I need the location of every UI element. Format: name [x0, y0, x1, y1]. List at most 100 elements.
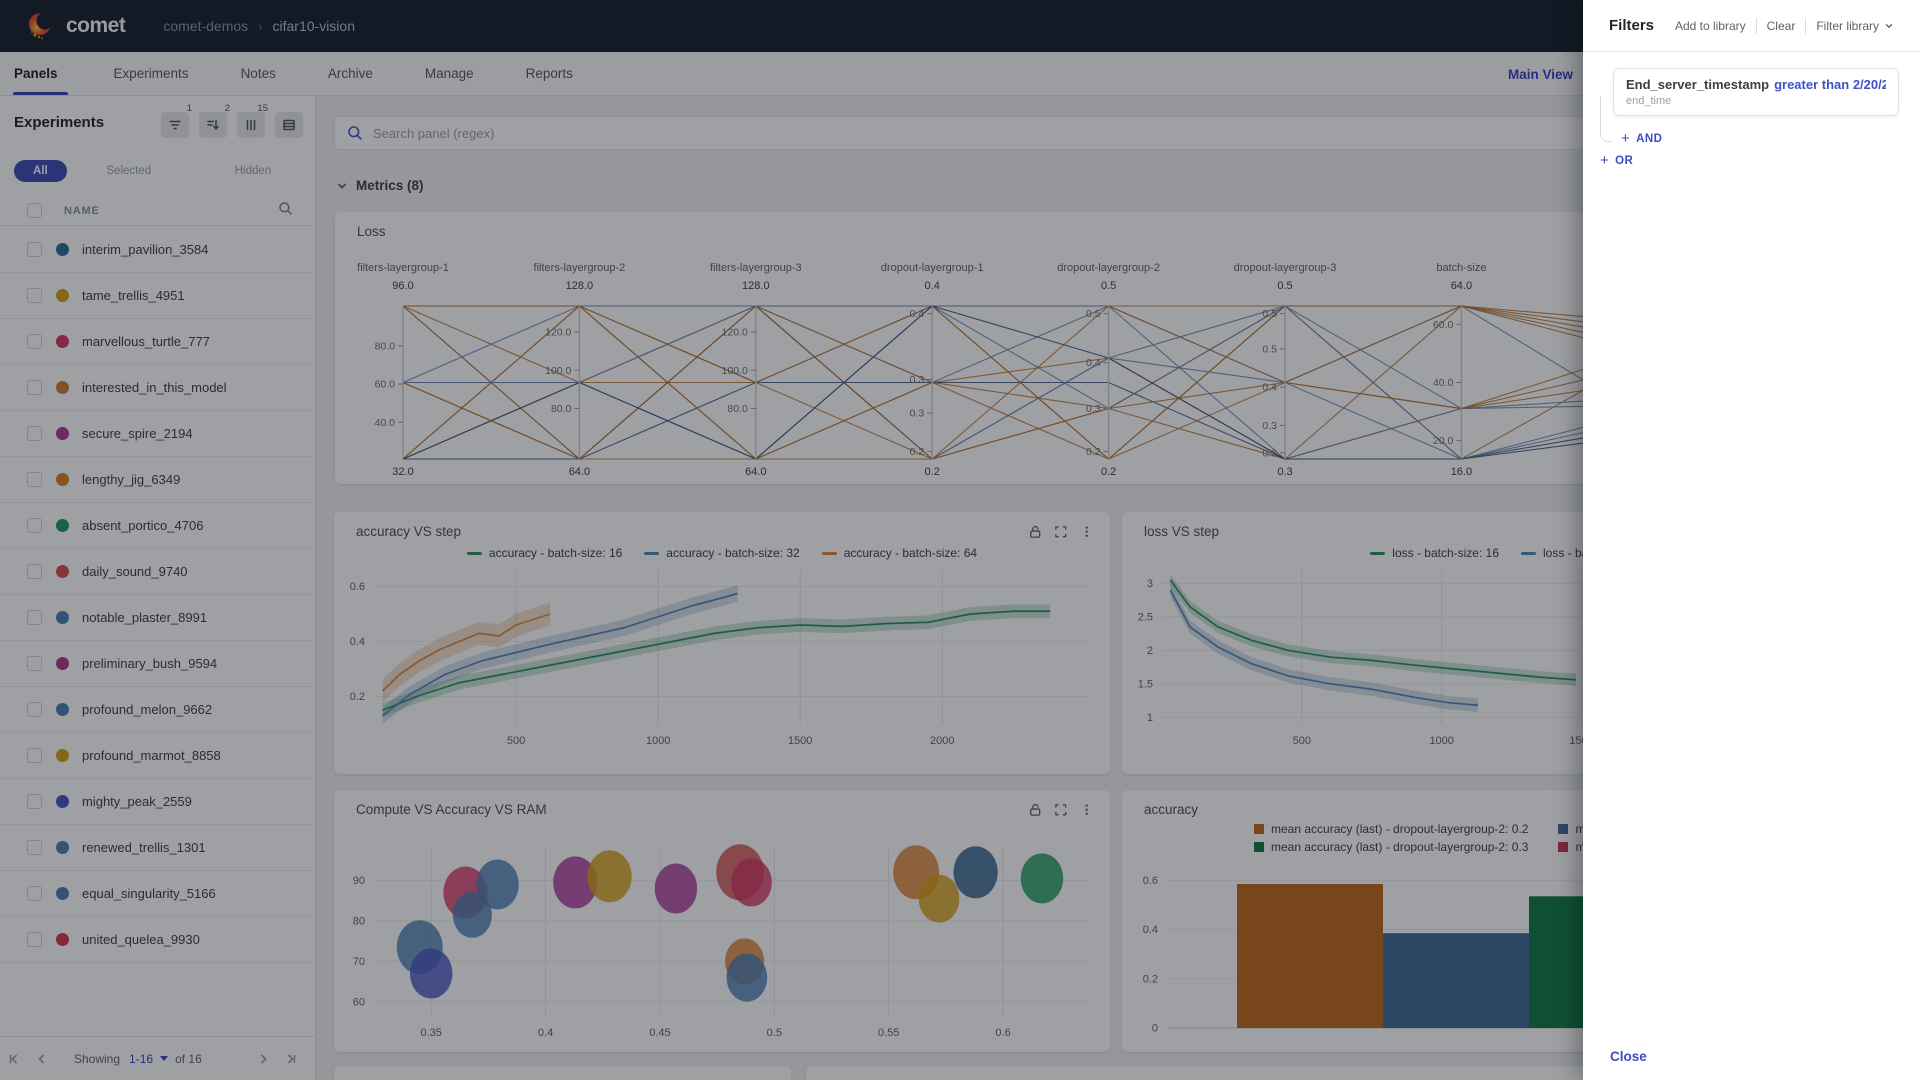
legend-item[interactable]: accuracy - batch-size: 64 [821, 546, 978, 560]
experiment-row[interactable]: equal_singularity_5166 [0, 871, 315, 917]
experiment-row[interactable]: mighty_peak_2559 [0, 779, 315, 825]
tab-notes[interactable]: Notes [240, 66, 276, 81]
kebab-menu-icon[interactable] [1080, 803, 1094, 817]
svg-text:0.2: 0.2 [350, 691, 365, 703]
filters-title: Filters [1609, 17, 1655, 34]
svg-text:0.2: 0.2 [1143, 973, 1158, 985]
svg-text:0.3: 0.3 [1277, 466, 1292, 478]
experiment-checkbox[interactable] [27, 748, 42, 763]
experiment-checkbox[interactable] [27, 380, 42, 395]
tab-experiments[interactable]: Experiments [113, 66, 189, 81]
svg-text:128.0: 128.0 [742, 280, 770, 292]
experiment-checkbox[interactable] [27, 334, 42, 349]
kebab-menu-icon[interactable] [1080, 525, 1094, 539]
add-or-filter-button[interactable]: + OR [1600, 153, 1633, 168]
legend-label: accuracy - batch-size: 64 [843, 546, 978, 560]
experiment-name: profound_melon_9662 [82, 702, 213, 717]
svg-text:0.4: 0.4 [1143, 924, 1158, 936]
pagination-range-caret-icon[interactable] [160, 1056, 169, 1061]
panel-search-input[interactable] [373, 125, 1897, 141]
expand-icon[interactable] [1054, 803, 1068, 817]
experiment-checkbox[interactable] [27, 426, 42, 441]
experiment-row[interactable]: absent_portico_4706 [0, 503, 315, 549]
legend-item[interactable]: mean accuracy (last) - dropout-layergrou… [1254, 840, 1528, 854]
experiment-search-icon[interactable] [278, 201, 293, 221]
svg-text:0.2: 0.2 [910, 446, 925, 458]
experiment-checkbox[interactable] [27, 932, 42, 947]
pagination-first-button[interactable] [0, 1048, 28, 1070]
breadcrumb-project[interactable]: cifar10-vision [272, 18, 355, 34]
close-filters-button[interactable]: Close [1610, 1049, 1647, 1064]
experiment-checkbox[interactable] [27, 472, 42, 487]
filter-rule-card[interactable]: End_server_timestamp greater than 2/20/2…… [1613, 68, 1899, 116]
filters-action-clear[interactable]: Clear [1766, 18, 1796, 33]
experiment-row[interactable]: united_quelea_9930 [0, 917, 315, 963]
experiment-checkbox[interactable] [27, 886, 42, 901]
experiment-row[interactable]: interested_in_this_model [0, 365, 315, 411]
tab-panels[interactable]: Panels [0, 52, 88, 95]
chart-legend: accuracy - batch-size: 16 accuracy - batc… [334, 546, 1110, 560]
experiment-name: interim_pavilion_3584 [82, 242, 209, 257]
experiment-checkbox[interactable] [27, 702, 42, 717]
experiment-checkbox[interactable] [27, 610, 42, 625]
comet-logo[interactable]: comet [26, 11, 126, 41]
legend-item[interactable]: accuracy - batch-size: 32 [644, 546, 800, 560]
experiment-checkbox[interactable] [27, 242, 42, 257]
legend-item[interactable]: loss - batch-size: 16 [1370, 546, 1499, 560]
lock-open-icon[interactable] [1028, 803, 1042, 817]
chevron-down-icon [337, 182, 347, 189]
experiment-row[interactable]: interim_pavilion_3584 [0, 227, 315, 273]
legend-label: mean accuracy (last) - dropout-layergrou… [1271, 840, 1529, 854]
experiment-row[interactable]: secure_spire_2194 [0, 411, 315, 457]
filter-pill-all[interactable]: All [14, 160, 67, 182]
experiment-row[interactable]: profound_marmot_8858 [0, 733, 315, 779]
row-settings-icon[interactable] [275, 112, 303, 138]
filter-list-icon[interactable]: 1 [161, 103, 192, 138]
select-all-checkbox[interactable] [27, 203, 42, 218]
experiment-checkbox[interactable] [27, 518, 42, 533]
main-view-link[interactable]: Main View [1507, 66, 1573, 82]
legend-item[interactable]: accuracy - batch-size: 16 [466, 546, 622, 560]
pagination-prev-button[interactable] [28, 1048, 56, 1070]
filters-actions: Add to library Clear Filter library [1665, 17, 1904, 34]
tab-archive[interactable]: Archive [327, 66, 373, 81]
filters-action-add-to-library[interactable]: Add to library [1674, 18, 1746, 33]
experiment-checkbox[interactable] [27, 656, 42, 671]
filter-rule-subtext: end_time [1626, 95, 1672, 107]
pagination-next-button[interactable] [249, 1048, 277, 1070]
sort-icon[interactable]: 2 [199, 103, 230, 138]
breadcrumb-workspace[interactable]: comet-demos [163, 18, 249, 34]
experiment-row[interactable]: profound_melon_9662 [0, 687, 315, 733]
experiment-checkbox[interactable] [27, 840, 42, 855]
metrics-section-toggle[interactable]: Metrics (8) [336, 178, 424, 193]
experiment-row[interactable]: tame_trellis_4951 [0, 273, 315, 319]
legend-label: accuracy - batch-size: 32 [666, 546, 800, 560]
add-and-filter-button[interactable]: + AND [1621, 131, 1662, 146]
pagination-range[interactable]: 1-16 [129, 1051, 154, 1066]
legend-item[interactable]: mean accuracy (last) - dropout-layergrou… [1254, 822, 1528, 836]
svg-text:0.6: 0.6 [350, 581, 365, 593]
pagination-of-label: of 16 [175, 1051, 202, 1066]
experiment-checkbox[interactable] [27, 794, 42, 809]
columns-icon[interactable]: 15 [237, 103, 268, 138]
experiment-row[interactable]: notable_plaster_8991 [0, 595, 315, 641]
filter-pill-hidden[interactable]: Hidden [234, 165, 272, 177]
svg-text:2.5: 2.5 [1138, 611, 1153, 623]
expand-icon[interactable] [1054, 525, 1068, 539]
experiment-row[interactable]: daily_sound_9740 [0, 549, 315, 595]
svg-text:500: 500 [1293, 735, 1311, 747]
experiment-color-dot [56, 519, 69, 532]
experiment-row[interactable]: lengthy_jig_6349 [0, 457, 315, 503]
tab-reports[interactable]: Reports [525, 66, 573, 81]
lock-open-icon[interactable] [1028, 525, 1042, 539]
experiment-checkbox[interactable] [27, 564, 42, 579]
experiment-row[interactable]: renewed_trellis_1301 [0, 825, 315, 871]
filter-rule-field: End_server_timestamp [1626, 77, 1770, 92]
pagination-last-button[interactable] [277, 1048, 305, 1070]
experiment-row[interactable]: preliminary_bush_9594 [0, 641, 315, 687]
filters-action-filter-library[interactable]: Filter library [1806, 19, 1904, 33]
experiment-row[interactable]: marvellous_turtle_777 [0, 319, 315, 365]
filter-pill-selected[interactable]: Selected [106, 165, 152, 177]
experiment-checkbox[interactable] [27, 288, 42, 303]
tab-manage[interactable]: Manage [424, 66, 474, 81]
